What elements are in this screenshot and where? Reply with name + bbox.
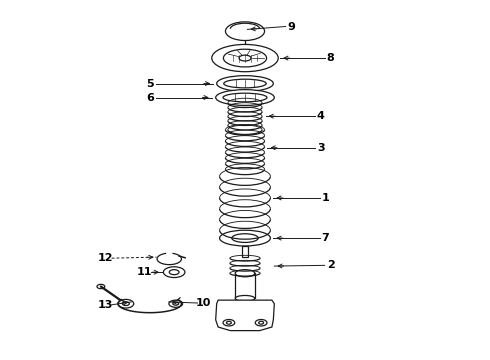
Text: 7: 7 <box>322 233 329 243</box>
Ellipse shape <box>212 44 278 72</box>
Text: 12: 12 <box>98 253 114 263</box>
Ellipse shape <box>217 76 273 91</box>
Bar <box>235 273 255 298</box>
Ellipse shape <box>220 230 270 246</box>
Ellipse shape <box>118 300 134 308</box>
Ellipse shape <box>122 302 129 306</box>
Ellipse shape <box>226 321 231 324</box>
Ellipse shape <box>169 270 179 275</box>
Ellipse shape <box>259 321 264 324</box>
Ellipse shape <box>223 93 267 102</box>
Text: 13: 13 <box>98 300 113 310</box>
Text: 2: 2 <box>327 260 334 270</box>
Polygon shape <box>216 300 274 330</box>
Ellipse shape <box>224 79 266 88</box>
Ellipse shape <box>239 55 251 61</box>
Text: 9: 9 <box>288 22 295 32</box>
Ellipse shape <box>235 270 255 277</box>
Text: 1: 1 <box>322 193 329 203</box>
Text: 11: 11 <box>137 267 152 277</box>
Ellipse shape <box>173 302 179 305</box>
Text: 6: 6 <box>146 93 154 103</box>
Ellipse shape <box>223 49 267 67</box>
Text: 10: 10 <box>196 298 211 308</box>
Ellipse shape <box>97 284 105 289</box>
Bar <box>242 246 248 257</box>
Ellipse shape <box>232 234 258 242</box>
Ellipse shape <box>223 319 235 326</box>
Text: 5: 5 <box>146 78 153 89</box>
Ellipse shape <box>169 300 183 307</box>
Text: 8: 8 <box>327 53 334 63</box>
Text: 3: 3 <box>317 143 324 153</box>
Ellipse shape <box>163 267 185 278</box>
Ellipse shape <box>235 296 255 301</box>
Ellipse shape <box>225 22 265 41</box>
Ellipse shape <box>255 319 267 326</box>
Ellipse shape <box>216 90 274 105</box>
Text: 4: 4 <box>317 111 325 121</box>
